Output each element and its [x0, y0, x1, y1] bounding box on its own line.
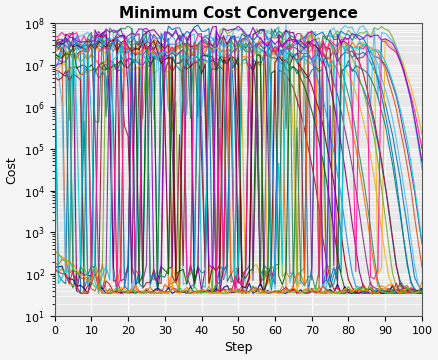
- X-axis label: Step: Step: [224, 341, 253, 355]
- Y-axis label: Cost: Cost: [6, 156, 18, 184]
- Title: Minimum Cost Convergence: Minimum Cost Convergence: [119, 5, 358, 21]
